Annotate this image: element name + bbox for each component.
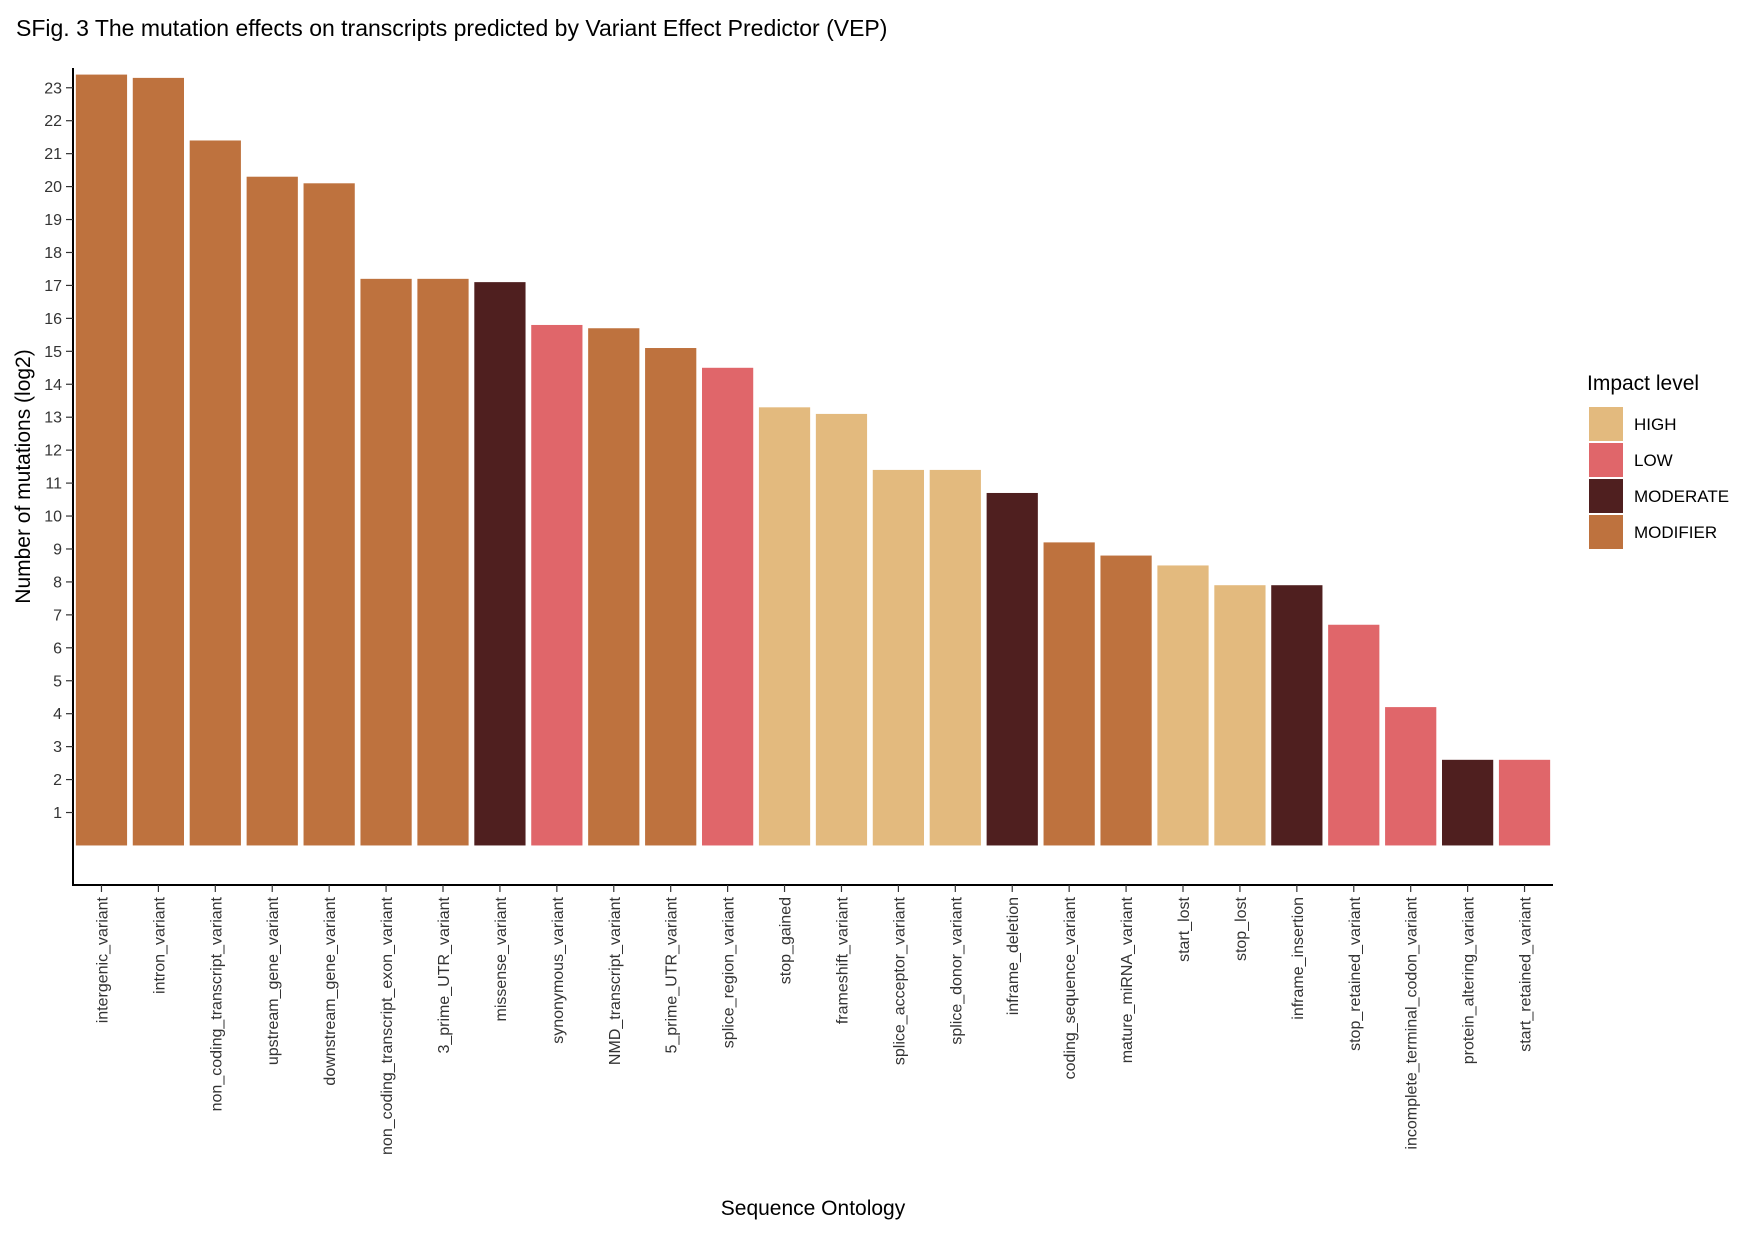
x-tick-label-start-retained-variant: start_retained_variant — [1518, 896, 1535, 1051]
bar-non-coding-transcript-exon-variant — [360, 278, 412, 846]
y-tick-label: 7 — [53, 607, 62, 624]
legend-label-high: HIGH — [1634, 415, 1677, 434]
y-tick-label: 9 — [53, 541, 62, 558]
x-tick-label-splice-region-variant: splice_region_variant — [721, 896, 738, 1048]
legend-swatch-low — [1589, 443, 1623, 477]
x-axis: intergenic_variant intron_variant non_codi… — [72, 884, 1553, 1155]
bar-missense-variant — [474, 282, 526, 846]
y-tick-label: 23 — [44, 80, 62, 97]
y-tick-label: 17 — [44, 278, 62, 295]
bar-coding-sequence-variant — [1043, 542, 1095, 846]
y-tick-label: 5 — [53, 673, 62, 690]
legend-swatch-high — [1589, 407, 1623, 441]
x-tick-label-incomplete-terminal-codon-variant: incomplete_terminal_codon_variant — [1404, 896, 1421, 1149]
y-tick-label: 21 — [44, 146, 62, 163]
x-tick-label-protein-altering-variant: protein_altering_variant — [1461, 896, 1478, 1064]
legend: Impact level HIGH LOW MODERATE MODIFIER — [1587, 372, 1729, 549]
x-tick-label-upstream-gene-variant: upstream_gene_variant — [265, 896, 282, 1065]
y-tick-label: 20 — [44, 179, 62, 196]
bars-group — [75, 74, 1551, 846]
bar-5-prime-utr-variant — [645, 348, 697, 846]
y-tick-label: 16 — [44, 311, 62, 328]
bar-inframe-deletion — [986, 492, 1038, 846]
x-tick-label-coding-sequence-variant: coding_sequence_variant — [1062, 896, 1079, 1079]
bar-intergenic-variant — [75, 74, 128, 846]
y-tick-label: 12 — [44, 443, 62, 460]
bar-synonymous-variant — [531, 324, 583, 846]
legend-label-moderate: MODERATE — [1634, 487, 1729, 506]
bar-intron-variant — [132, 77, 184, 846]
bar-protein-altering-variant — [1442, 759, 1494, 846]
x-tick-label-3-prime-utr-variant: 3_prime_UTR_variant — [436, 896, 453, 1053]
x-tick-label-intron-variant: intron_variant — [151, 896, 168, 994]
legend-label-modifier: MODIFIER — [1634, 523, 1717, 542]
y-tick-label: 4 — [53, 706, 62, 723]
y-tick-label: 19 — [44, 212, 62, 229]
y-tick-label: 14 — [44, 377, 62, 394]
bar-3-prime-utr-variant — [417, 278, 469, 846]
bar-stop-retained-variant — [1328, 624, 1380, 846]
x-tick-label-5-prime-utr-variant: 5_prime_UTR_variant — [664, 896, 681, 1053]
y-tick-label: 15 — [44, 344, 62, 361]
y-tick-label: 6 — [53, 640, 62, 657]
x-tick-label-inframe-insertion: inframe_insertion — [1290, 897, 1307, 1020]
x-tick-label-nmd-transcript-variant: NMD_transcript_variant — [607, 896, 624, 1065]
x-tick-label-synonymous-variant: synonymous_variant — [550, 896, 567, 1043]
y-tick-label: 18 — [44, 245, 62, 262]
legend-title: Impact level — [1587, 372, 1699, 395]
bar-splice-region-variant — [702, 367, 754, 846]
x-tick-label-stop-retained-variant: stop_retained_variant — [1347, 896, 1364, 1050]
x-tick-label-intergenic-variant: intergenic_variant — [94, 896, 111, 1023]
x-tick-label-downstream-gene-variant: downstream_gene_variant — [322, 896, 339, 1085]
legend-label-low: LOW — [1634, 451, 1673, 470]
bar-incomplete-terminal-codon-variant — [1385, 707, 1437, 846]
x-tick-label-splice-acceptor-variant: splice_acceptor_variant — [891, 896, 908, 1065]
bar-stop-gained — [758, 407, 811, 846]
bar-splice-acceptor-variant — [872, 469, 924, 846]
bar-splice-donor-variant — [929, 469, 981, 846]
bar-frameshift-variant — [815, 413, 868, 846]
y-tick-label: 13 — [44, 410, 62, 427]
bar-nmd-transcript-variant — [588, 328, 640, 846]
bar-start-retained-variant — [1498, 759, 1551, 846]
x-tick-label-non-coding-transcript-variant: non_coding_transcript_variant — [208, 896, 225, 1111]
y-tick-label: 2 — [53, 772, 62, 789]
x-tick-label-stop-gained: stop_gained — [778, 897, 795, 984]
y-tick-label: 22 — [44, 113, 62, 130]
bar-downstream-gene-variant — [303, 183, 355, 846]
x-tick-label-start-lost: start_lost — [1176, 896, 1193, 961]
bar-non-coding-transcript-variant — [189, 140, 241, 846]
bar-start-lost — [1157, 565, 1209, 846]
chart-title: SFig. 3 The mutation effects on transcri… — [16, 15, 887, 41]
bar-upstream-gene-variant — [246, 176, 298, 846]
x-tick-label-mature-mirna-variant: mature_miRNA_variant — [1119, 896, 1136, 1063]
y-tick-label: 3 — [53, 739, 62, 756]
bar-inframe-insertion — [1271, 585, 1323, 846]
y-tick-label: 8 — [53, 574, 62, 591]
legend-swatch-modifier — [1589, 515, 1623, 549]
bar-mature-mirna-variant — [1100, 555, 1152, 846]
x-tick-label-missense-variant: missense_variant — [493, 896, 510, 1021]
x-tick-label-inframe-deletion: inframe_deletion — [1005, 897, 1022, 1015]
x-tick-label-non-coding-transcript-exon-variant: non_coding_transcript_exon_variant — [379, 896, 396, 1155]
x-tick-label-splice-donor-variant: splice_donor_variant — [948, 896, 965, 1044]
y-tick-label: 1 — [53, 805, 62, 822]
y-tick-label: 10 — [44, 509, 62, 526]
y-axis-title: Number of mutations (log2) — [12, 349, 35, 603]
y-tick-label: 11 — [45, 476, 62, 493]
x-tick-label-stop-lost: stop_lost — [1233, 896, 1250, 961]
x-axis-title: Sequence Ontology — [721, 1197, 906, 1220]
x-tick-label-frameshift-variant: frameshift_variant — [834, 896, 851, 1024]
legend-swatch-moderate — [1589, 479, 1623, 513]
bar-stop-lost — [1214, 585, 1266, 846]
